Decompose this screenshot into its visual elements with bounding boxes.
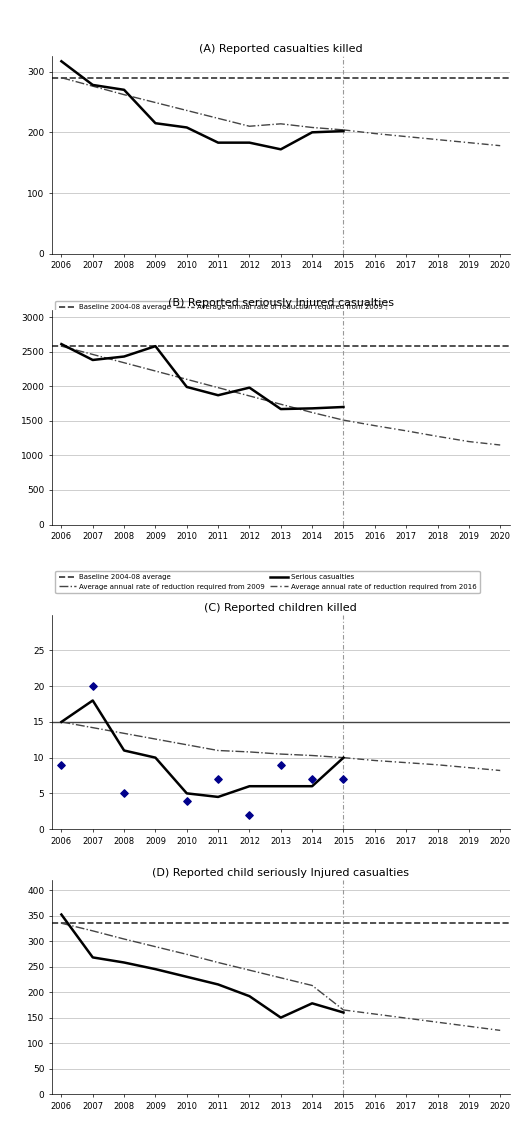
Legend: Baseline 2004-08 average, Average annual rate of reduction required from 2009, S: Baseline 2004-08 average, Average annual… <box>56 571 480 593</box>
Point <box>57 756 66 774</box>
Point <box>183 792 191 810</box>
Point <box>245 805 254 823</box>
Point <box>214 770 222 788</box>
Title: (C) Reported children killed: (C) Reported children killed <box>204 602 357 613</box>
Point <box>340 770 348 788</box>
Point <box>88 677 97 695</box>
Point <box>120 784 128 802</box>
Point <box>308 770 316 788</box>
Point <box>277 756 285 774</box>
Title: (B) Reported seriously Injured casualties: (B) Reported seriously Injured casualtie… <box>168 298 394 308</box>
Legend: Baseline 2004-08 average, Average annual rate of reduction required from 2009, A: Baseline 2004-08 average, Average annual… <box>56 892 405 925</box>
Title: (D) Reported child seriously Injured casualties: (D) Reported child seriously Injured cas… <box>152 867 409 878</box>
Legend: Baseline 2004-08 average, Killed, Average annual rate of reduction required from: Baseline 2004-08 average, Killed, Averag… <box>56 301 386 323</box>
Title: (A) Reported casualties killed: (A) Reported casualties killed <box>199 44 362 54</box>
